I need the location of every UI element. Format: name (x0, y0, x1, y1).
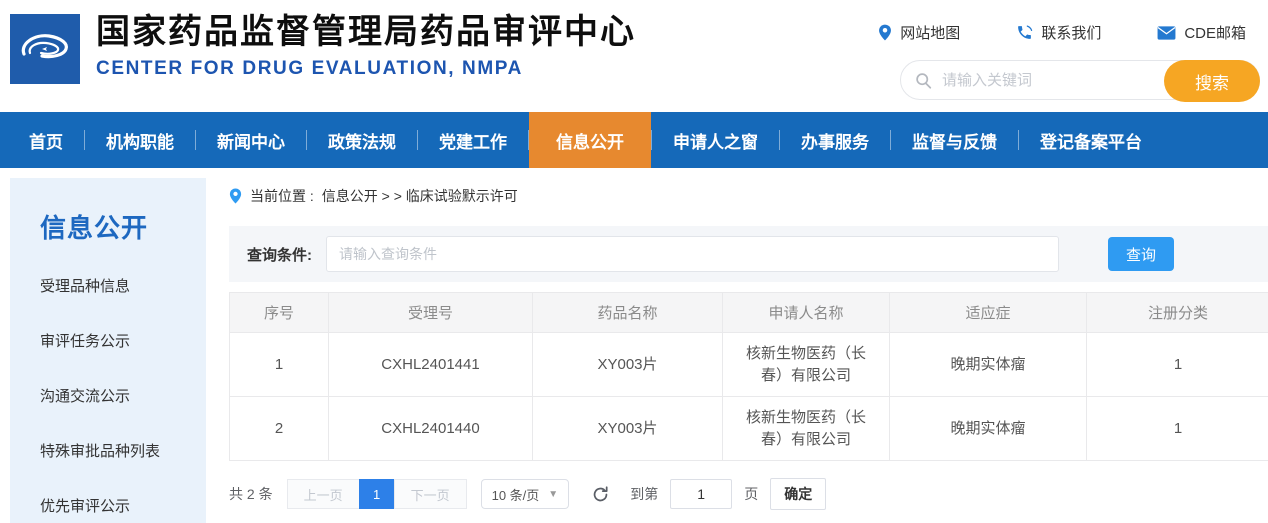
current-page-button[interactable]: 1 (358, 479, 395, 509)
sidebar-item-2[interactable]: 审评任务公示 (40, 333, 131, 350)
column-header: 注册分类 (1086, 292, 1268, 333)
total-count-label: 共 2 条 (229, 486, 273, 502)
goto-page-suffix: 页 (744, 486, 759, 502)
sidebar: 信息公开 受理品种信息审评任务公示沟通交流公示特殊审批品种列表优先审评公示突破性… (10, 178, 206, 523)
prev-page-button[interactable]: 上一页 (286, 479, 360, 509)
table-row: 2 CXHL2401440 XY003片 核新生物医药（长春）有限公司 晚期实体瘤 1 (229, 396, 1268, 461)
site-title: 国家药品监督管理局药品审评中心 (96, 13, 636, 51)
location-pin-icon (879, 24, 892, 41)
nav-item-4[interactable]: 政策法规 (328, 132, 396, 152)
main-nav: 首页 机构职能 新闻中心 政策法规 党建工作 信息公开 申请人之窗 办事服务 监督与反馈 登记备案… (0, 112, 1268, 168)
page-size-label: 10 条/页 (491, 487, 540, 503)
nav-separator (84, 130, 85, 150)
goto-page-prefix: 到第 (630, 486, 659, 502)
results-table: 序号 受理号 药品名称 申请人名称 适应症 注册分类 1 CXHL2401441 XY003片… (229, 292, 1268, 461)
column-header: 受理号 (328, 292, 533, 333)
search-icon (916, 72, 932, 89)
column-header: 申请人名称 (722, 292, 890, 333)
nav-item-9[interactable]: 监督与反馈 (912, 132, 997, 152)
location-pin-icon (229, 188, 242, 204)
confirm-button[interactable]: 确定 (770, 478, 827, 510)
nav-item-5[interactable]: 党建工作 (439, 132, 507, 152)
header-quick-links: 网站地图 联系我们 CDE邮箱 (878, 22, 1246, 43)
pager: 上一页 1 下一页 (286, 479, 467, 509)
contact-link[interactable]: 联系我们 (1016, 22, 1101, 43)
query-condition-input[interactable] (326, 236, 1059, 272)
phone-icon (1018, 25, 1033, 39)
page-size-select[interactable]: 10 条/页 ▼ (480, 479, 570, 509)
content-area: 当前位置 : 信息公开 > > 临床试验默示许可 查询条件: 查询 序号受理号药… (229, 168, 1268, 523)
column-header: 序号 (229, 292, 329, 333)
nav-separator (779, 130, 780, 150)
table-cell: 2 (229, 396, 329, 461)
sidebar-title: 信息公开 (40, 213, 149, 243)
nav-item-3[interactable]: 新闻中心 (217, 132, 285, 152)
mailbox-link-label: CDE邮箱 (1184, 25, 1246, 42)
table-cell: 1 (229, 332, 329, 397)
nav-separator (306, 130, 307, 150)
sidebar-item-1[interactable]: 受理品种信息 (40, 278, 131, 295)
sidebar-item-5[interactable]: 优先审评公示 (40, 498, 131, 515)
column-header: 适应症 (889, 292, 1087, 333)
table-cell: 1 (1086, 396, 1268, 461)
nav-item-6[interactable]: 信息公开 (529, 112, 651, 168)
table-row: 1 CXHL2401441 XY003片 核新生物医药（长春）有限公司 晚期实体瘤 1 (229, 332, 1268, 397)
refresh-icon (593, 485, 608, 501)
nav-separator (417, 130, 418, 150)
table-cell: 晚期实体瘤 (889, 396, 1087, 461)
table-cell: CXHL2401441 (328, 332, 533, 397)
table-header-row: 序号 受理号 药品名称 申请人名称 适应症 注册分类 (229, 292, 1268, 333)
breadcrumb: 当前位置 : 信息公开 > > 临床试验默示许可 (229, 186, 1268, 206)
header-search-bar: 搜索 (900, 60, 1260, 102)
pagination: 共 2 条 上一页 1 下一页 10 条/页 ▼ 到第 页 确定 (229, 478, 1268, 510)
nav-separator (195, 130, 196, 150)
column-header: 药品名称 (532, 292, 723, 333)
goto-page-input[interactable] (670, 479, 733, 509)
table-cell: 核新生物医药（长春）有限公司 (722, 332, 890, 397)
main-area: 信息公开 受理品种信息审评任务公示沟通交流公示特殊审批品种列表优先审评公示突破性… (0, 168, 1268, 523)
cde-logo[interactable] (10, 14, 80, 84)
sidebar-menu: 受理品种信息审评任务公示沟通交流公示特殊审批品种列表优先审评公示突破性治疗公示 (40, 275, 206, 523)
refresh-button[interactable] (591, 485, 610, 504)
sitemap-link-label: 网站地图 (900, 25, 961, 42)
table-cell: 晚期实体瘤 (889, 332, 1087, 397)
nav-item-2[interactable]: 机构职能 (106, 132, 174, 152)
site-subtitle: CENTER FOR DRUG EVALUATION, NMPA (96, 58, 523, 79)
chevron-down-icon: ▼ (548, 488, 559, 500)
next-page-button[interactable]: 下一页 (393, 479, 467, 509)
breadcrumb-label: 当前位置 : (250, 188, 314, 204)
nav-item-8[interactable]: 办事服务 (801, 132, 869, 152)
nav-separator (528, 130, 529, 150)
query-label: 查询条件: (247, 246, 312, 264)
site-title-block: 国家药品监督管理局药品审评中心 CENTER FOR DRUG EVALUATI… (96, 12, 636, 80)
breadcrumb-path: 信息公开 > > 临床试验默示许可 (321, 188, 518, 204)
query-button[interactable]: 查询 (1108, 237, 1174, 271)
sitemap-link[interactable]: 网站地图 (878, 22, 960, 43)
nav-item-7[interactable]: 申请人之窗 (673, 132, 758, 152)
nav-separator (890, 130, 891, 150)
search-button[interactable]: 搜索 (1164, 60, 1260, 102)
table-cell: XY003片 (532, 396, 723, 461)
cde-logo-swirl-icon (21, 34, 68, 59)
nav-item-10[interactable]: 登记备案平台 (1040, 132, 1142, 152)
nav-separator (1018, 130, 1019, 150)
nav-separator (651, 130, 652, 150)
table-cell: XY003片 (532, 332, 723, 397)
site-header: 国家药品监督管理局药品审评中心 CENTER FOR DRUG EVALUATI… (0, 0, 1268, 112)
query-box: 查询条件: 查询 (229, 226, 1268, 282)
table-cell: 核新生物医药（长春）有限公司 (722, 396, 890, 461)
sidebar-item-3[interactable]: 沟通交流公示 (40, 388, 131, 405)
table-cell: 1 (1086, 332, 1268, 397)
contact-link-label: 联系我们 (1041, 25, 1102, 42)
sidebar-item-4[interactable]: 特殊审批品种列表 (40, 443, 161, 460)
envelope-icon (1157, 25, 1176, 40)
mailbox-link[interactable]: CDE邮箱 (1157, 22, 1246, 43)
nav-item-1[interactable]: 首页 (29, 132, 63, 152)
table-cell: CXHL2401440 (328, 396, 533, 461)
